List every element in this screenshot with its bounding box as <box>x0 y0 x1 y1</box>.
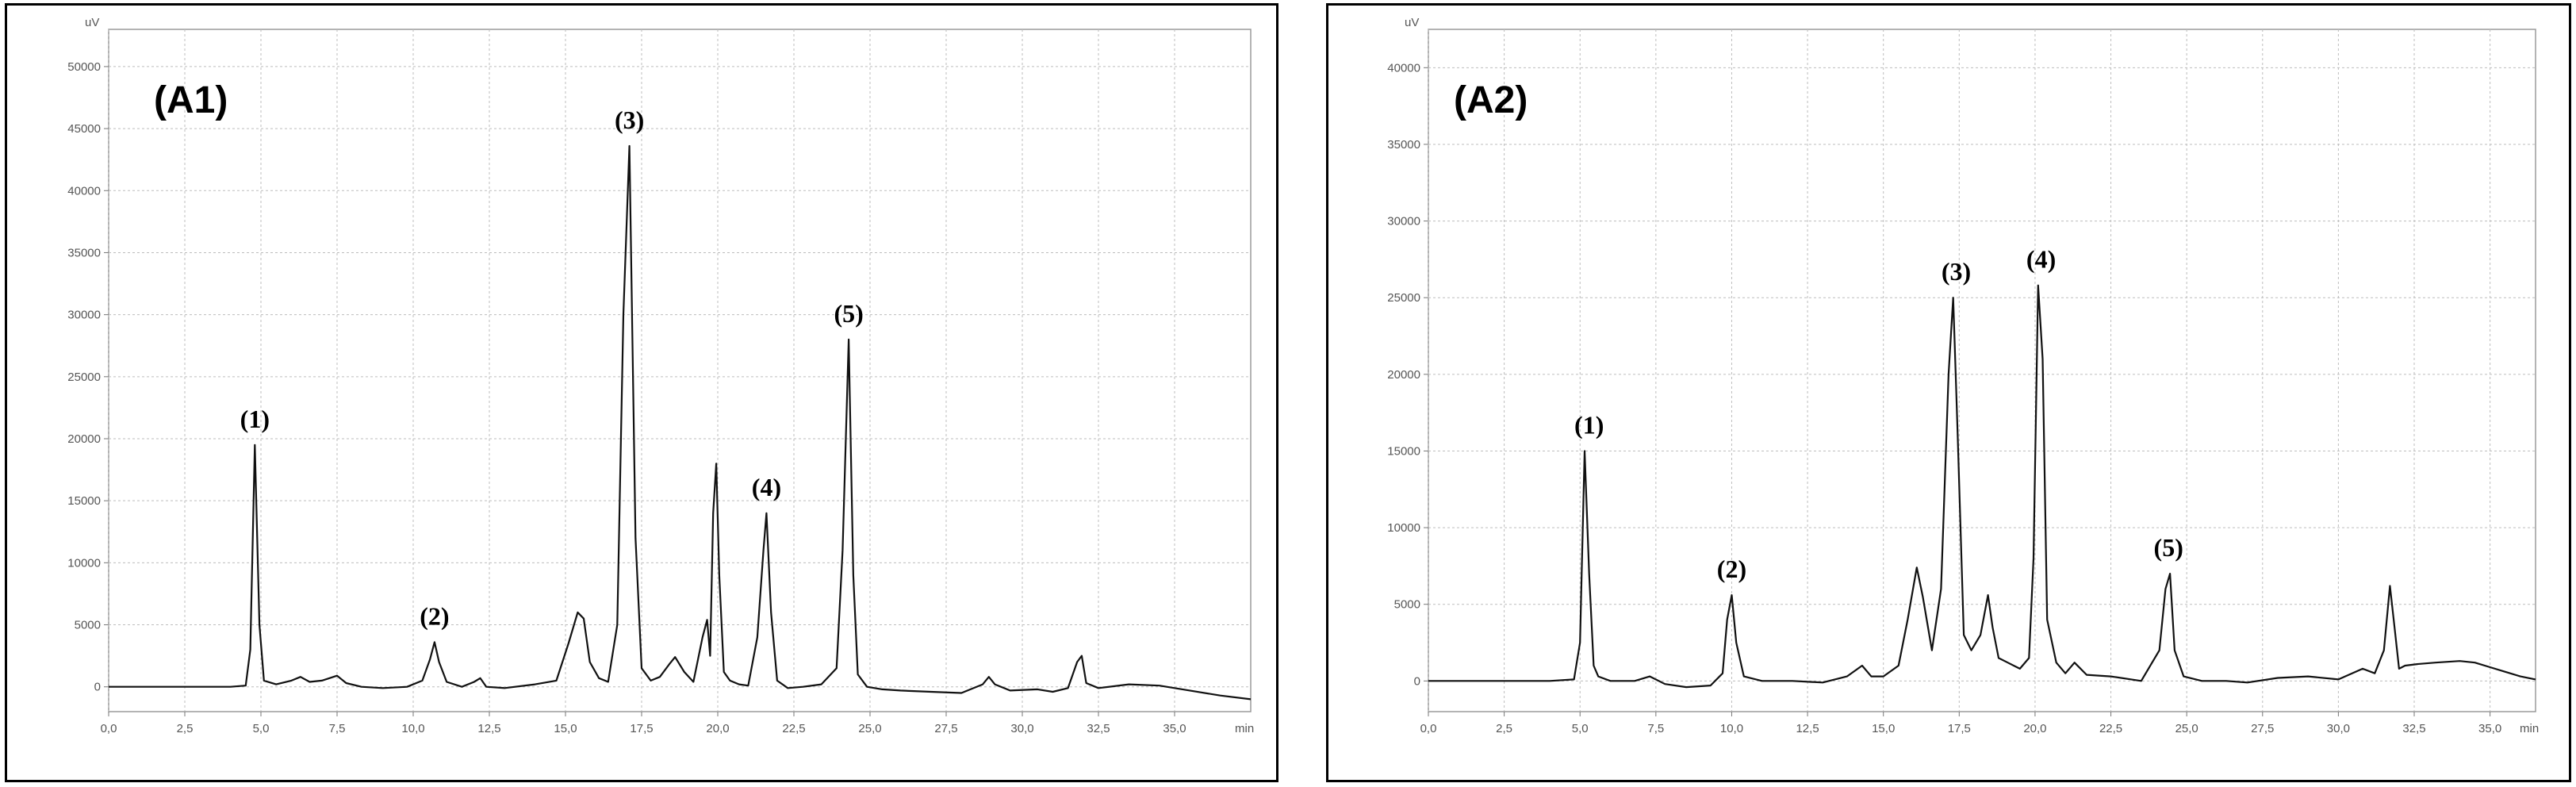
y-tick-label: 5000 <box>75 619 101 632</box>
x-tick-label: 2,5 <box>1496 722 1512 735</box>
y-unit-label: uV <box>1405 16 1419 29</box>
y-tick-label: 10000 <box>67 556 101 570</box>
peak-label: (5) <box>834 299 863 328</box>
y-tick-label: 25000 <box>67 370 101 384</box>
x-tick-label: 35,0 <box>1163 722 1186 735</box>
y-tick-label: 40000 <box>1387 61 1420 75</box>
y-unit-label: uV <box>85 16 99 29</box>
y-tick-label: 0 <box>1414 674 1420 688</box>
y-tick-label: 50000 <box>67 60 101 74</box>
x-tick-label: 32,5 <box>1087 722 1110 735</box>
x-tick-label: 17,5 <box>630 722 653 735</box>
y-tick-label: 0 <box>94 681 101 694</box>
x-tick-label: 25,0 <box>858 722 881 735</box>
x-unit-label: min <box>1235 722 1254 735</box>
peak-label: (4) <box>752 473 781 501</box>
x-tick-label: 10,0 <box>1720 722 1743 735</box>
peak-label: (3) <box>615 106 644 134</box>
x-tick-label: 30,0 <box>1010 722 1033 735</box>
x-tick-label: 20,0 <box>706 722 729 735</box>
y-tick-label: 30000 <box>67 309 101 322</box>
x-tick-label: 0,0 <box>1420 722 1437 735</box>
x-tick-label: 15,0 <box>1872 722 1895 735</box>
x-unit-label: min <box>2520 722 2539 735</box>
x-tick-label: 10,0 <box>401 722 424 735</box>
signal-trace-a1 <box>109 144 1252 701</box>
y-tick-label: 20000 <box>67 432 101 446</box>
panel-title: (A2) <box>1454 79 1528 121</box>
y-tick-label: 40000 <box>67 184 101 198</box>
chromatogram-a2: 0 5000 10000 15000 20000 25000 30000 35000 40000… <box>1387 16 2539 735</box>
peak-label: (1) <box>240 405 270 433</box>
x-tick-label: 0,0 <box>101 722 117 735</box>
plot-area <box>1428 29 2536 712</box>
x-tick-label: 25,0 <box>2175 722 2198 735</box>
y-tick-label: 20000 <box>1387 368 1420 382</box>
y-tick-label: 35000 <box>67 246 101 259</box>
x-tick-label: 7,5 <box>329 722 346 735</box>
x-tick-label: 17,5 <box>1948 722 1971 735</box>
peak-label: (2) <box>420 601 449 630</box>
chart-panel-a1: 0 5000 10000 15000 20000 25000 30000 35000 40000… <box>5 3 1278 782</box>
x-tick-label: 12,5 <box>1796 722 1819 735</box>
signal-trace-a2 <box>1428 284 2536 689</box>
x-tick-label: 22,5 <box>782 722 805 735</box>
x-tick-label: 20,0 <box>2023 722 2046 735</box>
peak-label: (3) <box>1942 257 1971 286</box>
x-tick-label: 12,5 <box>477 722 500 735</box>
x-tick-label: 35,0 <box>2478 722 2501 735</box>
x-tick-label: 2,5 <box>177 722 194 735</box>
x-tick-label: 7,5 <box>1647 722 1664 735</box>
peak-label: (4) <box>2026 245 2056 274</box>
y-tick-label: 25000 <box>1387 291 1420 305</box>
plot-area <box>108 29 1252 712</box>
chromatogram-a1: 0 5000 10000 15000 20000 25000 30000 35000 40000… <box>67 16 1254 735</box>
x-tick-label: 15,0 <box>554 722 577 735</box>
y-tick-label: 35000 <box>1387 138 1420 152</box>
y-tick-label: 10000 <box>1387 521 1420 535</box>
peak-label: (5) <box>2154 533 2183 562</box>
y-tick-label: 45000 <box>67 122 101 136</box>
x-tick-label: 5,0 <box>1572 722 1589 735</box>
x-tick-label: 32,5 <box>2402 722 2425 735</box>
y-tick-label: 30000 <box>1387 215 1420 228</box>
peak-label: (2) <box>1717 555 1746 583</box>
panel-title: (A1) <box>154 79 228 121</box>
chart-panel-a2: 0 5000 10000 15000 20000 25000 30000 35000 40000… <box>1326 3 2571 782</box>
peak-label: (1) <box>1574 410 1604 439</box>
x-tick-label: 22,5 <box>2099 722 2122 735</box>
x-tick-label: 30,0 <box>2327 722 2350 735</box>
x-tick-label: 5,0 <box>253 722 270 735</box>
x-tick-label: 27,5 <box>934 722 957 735</box>
y-tick-label: 5000 <box>1394 598 1420 612</box>
y-tick-label: 15000 <box>67 494 101 508</box>
y-tick-label: 15000 <box>1387 444 1420 458</box>
x-tick-label: 27,5 <box>2251 722 2274 735</box>
